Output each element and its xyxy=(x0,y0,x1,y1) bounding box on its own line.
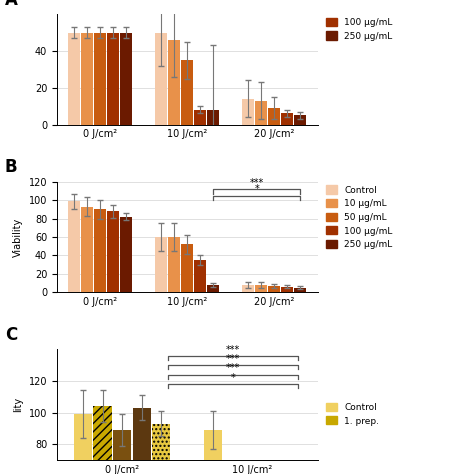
Bar xyxy=(113,430,131,474)
Text: A: A xyxy=(5,0,18,9)
Bar xyxy=(120,217,132,292)
Bar xyxy=(294,115,306,125)
Bar xyxy=(281,287,293,292)
Bar xyxy=(194,110,206,125)
Text: *: * xyxy=(230,373,235,383)
Text: ***: *** xyxy=(250,178,264,188)
Bar xyxy=(242,285,254,292)
Bar xyxy=(207,110,219,125)
Bar xyxy=(68,33,80,125)
Bar xyxy=(268,108,280,125)
Bar xyxy=(120,33,132,125)
Legend: Control, 1. prep.: Control, 1. prep. xyxy=(323,399,383,429)
Bar xyxy=(152,424,170,474)
Bar xyxy=(181,60,193,125)
Text: B: B xyxy=(5,158,18,176)
Text: ***: *** xyxy=(226,345,240,355)
Bar xyxy=(181,245,193,292)
Text: *: * xyxy=(255,184,259,194)
Legend: Control, 10 μg/mL, 50 μg/mL, 100 μg/mL, 250 μg/mL: Control, 10 μg/mL, 50 μg/mL, 100 μg/mL, … xyxy=(323,182,396,253)
Bar xyxy=(74,414,92,474)
Bar xyxy=(294,288,306,292)
Bar xyxy=(204,430,222,474)
Bar xyxy=(268,286,280,292)
Bar xyxy=(107,211,119,292)
Bar xyxy=(155,237,167,292)
Bar xyxy=(281,113,293,125)
Text: ***: *** xyxy=(226,354,240,364)
Text: C: C xyxy=(5,326,17,344)
Bar xyxy=(255,100,267,125)
Bar xyxy=(133,408,151,474)
Bar xyxy=(94,210,106,292)
Bar xyxy=(81,33,93,125)
Bar xyxy=(255,285,267,292)
Bar xyxy=(168,40,180,125)
Bar xyxy=(168,237,180,292)
Bar xyxy=(94,33,106,125)
Y-axis label: lity: lity xyxy=(13,397,23,412)
Text: ***: *** xyxy=(226,364,240,374)
Bar xyxy=(81,207,93,292)
Bar xyxy=(68,201,80,292)
Bar xyxy=(207,285,219,292)
Y-axis label: Viability: Viability xyxy=(13,218,23,256)
Bar xyxy=(93,406,111,474)
Bar xyxy=(107,33,119,125)
Legend: 100 μg/mL, 250 μg/mL: 100 μg/mL, 250 μg/mL xyxy=(323,14,396,44)
Bar xyxy=(242,99,254,125)
Bar xyxy=(155,33,167,125)
Bar xyxy=(194,260,206,292)
